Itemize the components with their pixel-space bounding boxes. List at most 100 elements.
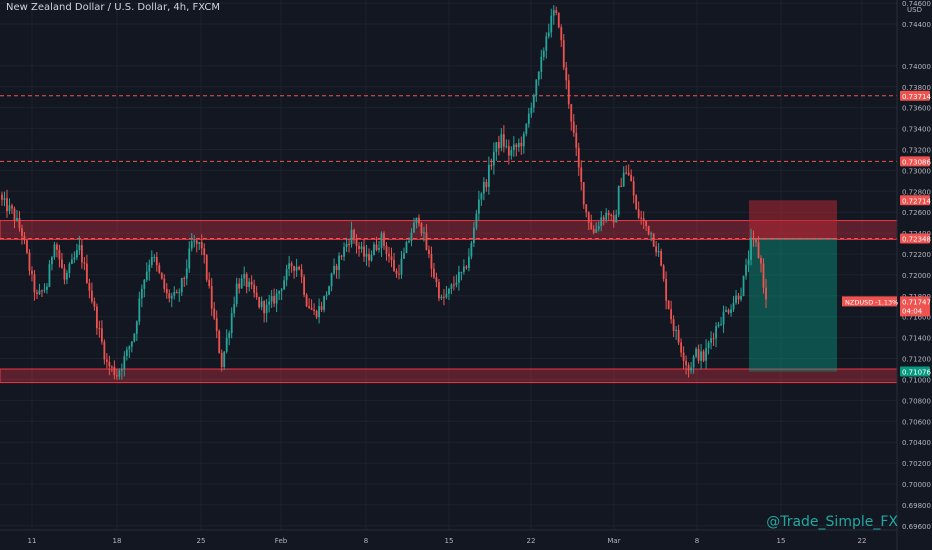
- candle[interactable]: [398, 264, 400, 280]
- candle[interactable]: [687, 362, 690, 378]
- candle[interactable]: [183, 276, 186, 287]
- candle[interactable]: [695, 346, 697, 359]
- candle[interactable]: [657, 243, 660, 257]
- stop-loss-zone[interactable]: [749, 200, 837, 239]
- candle[interactable]: [747, 250, 750, 273]
- candle[interactable]: [682, 346, 685, 370]
- candle[interactable]: [173, 286, 176, 300]
- price-axis[interactable]: 0.74600 0.74400 0.74000 0.73800 0.73600 0.734…: [896, 0, 931, 550]
- candle[interactable]: [405, 240, 408, 254]
- candle[interactable]: [632, 176, 635, 204]
- candle[interactable]: [652, 233, 655, 247]
- candle[interactable]: [135, 320, 138, 342]
- candle[interactable]: [715, 322, 717, 348]
- candle[interactable]: [36, 289, 38, 299]
- candle[interactable]: [33, 270, 36, 301]
- candle[interactable]: [740, 287, 742, 302]
- candle[interactable]: [383, 231, 385, 250]
- candle[interactable]: [18, 211, 21, 232]
- candle[interactable]: [358, 242, 360, 257]
- candle[interactable]: [522, 131, 525, 154]
- candle[interactable]: [440, 294, 443, 301]
- candle[interactable]: [515, 143, 518, 157]
- candle[interactable]: [762, 258, 765, 294]
- candle[interactable]: [622, 166, 625, 187]
- candle[interactable]: [512, 136, 515, 157]
- candle[interactable]: [41, 289, 43, 298]
- candle[interactable]: [475, 209, 478, 231]
- candle[interactable]: [23, 231, 26, 245]
- candle[interactable]: [642, 211, 645, 230]
- candle[interactable]: [433, 262, 435, 280]
- candle[interactable]: [557, 12, 560, 29]
- candle[interactable]: [155, 252, 158, 272]
- candle[interactable]: [662, 264, 665, 282]
- candle[interactable]: [462, 259, 465, 275]
- candle[interactable]: [16, 210, 18, 222]
- candle[interactable]: [765, 278, 767, 308]
- candle[interactable]: [453, 276, 455, 291]
- candle[interactable]: [150, 250, 153, 268]
- candle[interactable]: [418, 214, 420, 227]
- candle[interactable]: [140, 284, 143, 308]
- candle[interactable]: [188, 241, 191, 273]
- candle[interactable]: [105, 353, 108, 369]
- candle[interactable]: [1, 191, 3, 206]
- candle[interactable]: [213, 301, 216, 321]
- candle[interactable]: [125, 346, 128, 361]
- candle[interactable]: [66, 270, 68, 285]
- candle[interactable]: [11, 203, 13, 214]
- candle[interactable]: [350, 221, 353, 248]
- candle[interactable]: [328, 285, 330, 296]
- candle[interactable]: [532, 93, 535, 113]
- candle[interactable]: [627, 164, 630, 177]
- candle[interactable]: [300, 264, 303, 284]
- candle[interactable]: [193, 234, 196, 248]
- candle[interactable]: [737, 292, 740, 305]
- candle[interactable]: [250, 275, 253, 290]
- candle[interactable]: [205, 253, 208, 282]
- candle[interactable]: [243, 266, 246, 286]
- candle[interactable]: [275, 289, 278, 313]
- candle[interactable]: [720, 316, 722, 326]
- candle[interactable]: [158, 262, 161, 274]
- candle[interactable]: [607, 209, 610, 221]
- candle[interactable]: [602, 215, 605, 226]
- candle[interactable]: [660, 248, 663, 267]
- candle[interactable]: [380, 231, 383, 258]
- candle[interactable]: [31, 266, 33, 282]
- candle[interactable]: [637, 201, 640, 220]
- candle[interactable]: [600, 211, 603, 232]
- candle[interactable]: [165, 283, 168, 299]
- candle[interactable]: [655, 240, 658, 257]
- candle[interactable]: [368, 248, 370, 268]
- candle[interactable]: [230, 307, 233, 339]
- candle[interactable]: [415, 217, 418, 229]
- candle[interactable]: [430, 246, 433, 278]
- candle[interactable]: [735, 289, 737, 305]
- candle[interactable]: [73, 251, 76, 264]
- candle[interactable]: [298, 265, 301, 271]
- candle[interactable]: [373, 241, 375, 256]
- candle[interactable]: [393, 252, 395, 272]
- candle[interactable]: [597, 221, 600, 232]
- candle[interactable]: [240, 274, 243, 289]
- candle[interactable]: [110, 365, 113, 373]
- candle[interactable]: [590, 214, 593, 230]
- candle[interactable]: [283, 276, 286, 290]
- candle[interactable]: [625, 165, 628, 175]
- chart-title[interactable]: New Zealand Dollar / U.S. Dollar, 4h, FX…: [6, 2, 220, 13]
- candle[interactable]: [403, 247, 405, 260]
- candle[interactable]: [46, 283, 48, 294]
- candle[interactable]: [203, 243, 206, 264]
- candle[interactable]: [228, 330, 231, 346]
- candle[interactable]: [458, 265, 460, 291]
- candle[interactable]: [547, 23, 550, 39]
- candle[interactable]: [670, 300, 673, 324]
- candle[interactable]: [495, 141, 498, 161]
- candle[interactable]: [502, 125, 505, 153]
- candle[interactable]: [61, 252, 63, 269]
- candle[interactable]: [612, 210, 615, 228]
- candle[interactable]: [215, 310, 218, 339]
